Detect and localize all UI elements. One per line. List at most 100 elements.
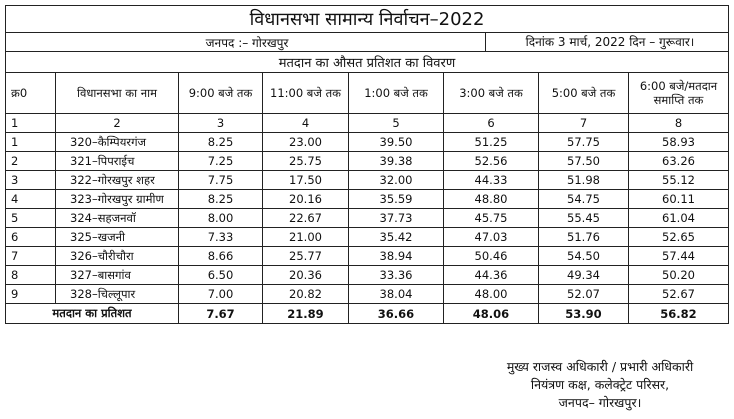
data-row: 8 327–बासगांव 6.50 20.36 33.36 44.36 49.34 50.2… bbox=[5, 265, 729, 285]
column-number: 4 bbox=[262, 113, 349, 133]
column-number: 2 bbox=[55, 113, 179, 133]
turnout: 58.93 bbox=[628, 132, 729, 152]
serial: 2 bbox=[5, 151, 56, 171]
turnout: 44.33 bbox=[443, 170, 539, 190]
turnout-table: विधानसभा सामान्य निर्वाचन–2022 जनपद :– ग… bbox=[5, 5, 729, 324]
turnout: 22.67 bbox=[262, 208, 349, 228]
district: जनपद :– गोरखपुर bbox=[205, 35, 289, 50]
column-header: 5:00 बजे तक bbox=[538, 72, 629, 114]
column-number: 1 bbox=[5, 113, 56, 133]
total-value: 53.90 bbox=[538, 303, 629, 324]
data-row: 1 320–कैम्पियरगंज 8.25 23.00 39.50 51.25 57.75… bbox=[5, 132, 729, 152]
turnout: 7.25 bbox=[178, 151, 263, 171]
turnout: 57.44 bbox=[628, 246, 729, 266]
total-value: 48.06 bbox=[443, 303, 539, 324]
turnout: 63.26 bbox=[628, 151, 729, 171]
document: विधानसभा सामान्य निर्वाचन–2022 जनपद :– ग… bbox=[5, 5, 729, 324]
turnout: 20.82 bbox=[262, 284, 349, 304]
turnout: 33.36 bbox=[348, 265, 444, 285]
turnout: 51.25 bbox=[443, 132, 539, 152]
data-row: 5 324–सहजनवॉ 8.00 22.67 37.73 45.75 55.45 61.04 bbox=[5, 208, 729, 228]
data-row: 6 325–खजनी 7.33 21.00 35.42 47.03 51.76 52.65 bbox=[5, 227, 729, 247]
constituency: 326–चौरीचौरा bbox=[55, 246, 179, 266]
total-value: 21.89 bbox=[262, 303, 349, 324]
turnout: 8.00 bbox=[178, 208, 263, 228]
turnout: 23.00 bbox=[262, 132, 349, 152]
turnout: 35.59 bbox=[348, 189, 444, 209]
column-header: 3:00 बजे तक bbox=[443, 72, 539, 114]
turnout: 32.00 bbox=[348, 170, 444, 190]
turnout: 50.20 bbox=[628, 265, 729, 285]
total-value: 36.66 bbox=[348, 303, 444, 324]
turnout: 20.36 bbox=[262, 265, 349, 285]
turnout: 54.50 bbox=[538, 246, 629, 266]
column-number: 3 bbox=[178, 113, 263, 133]
turnout: 60.11 bbox=[628, 189, 729, 209]
turnout: 6.50 bbox=[178, 265, 263, 285]
turnout: 55.45 bbox=[538, 208, 629, 228]
constituency: 325–खजनी bbox=[55, 227, 179, 247]
total-value: 56.82 bbox=[628, 303, 729, 324]
turnout: 52.65 bbox=[628, 227, 729, 247]
constituency: 324–सहजनवॉ bbox=[55, 208, 179, 228]
turnout: 61.04 bbox=[628, 208, 729, 228]
title: विधानसभा सामान्य निर्वाचन–2022 bbox=[5, 5, 729, 33]
data-row: 7 326–चौरीचौरा 8.66 25.77 38.94 50.46 54.50 57.… bbox=[5, 246, 729, 266]
turnout: 54.75 bbox=[538, 189, 629, 209]
serial: 1 bbox=[5, 132, 56, 152]
turnout: 52.56 bbox=[443, 151, 539, 171]
signature-line: मुख्य राजस्व अधिकारी / प्रभारी अधिकारी bbox=[506, 359, 694, 374]
column-number: 7 bbox=[538, 113, 629, 133]
turnout: 8.25 bbox=[178, 132, 263, 152]
constituency: 321–पिपराईच bbox=[55, 151, 179, 171]
serial: 5 bbox=[5, 208, 56, 228]
column-number: 5 bbox=[348, 113, 444, 133]
constituency: 323–गोरखपुर ग्रामीण bbox=[55, 189, 179, 209]
constituency: 322–गोरखपुर शहर bbox=[55, 170, 179, 190]
turnout: 57.50 bbox=[538, 151, 629, 171]
column-header: 6:00 बजे/मतदान समाप्ति तक bbox=[628, 72, 729, 114]
column-number: 6 bbox=[443, 113, 539, 133]
constituency: 328–चिल्लूपार bbox=[55, 284, 179, 304]
turnout: 20.16 bbox=[262, 189, 349, 209]
turnout: 8.25 bbox=[178, 189, 263, 209]
total-row: मतदान का प्रतिशत 7.67 21.89 36.66 48.06 53.90… bbox=[5, 303, 729, 324]
turnout: 8.66 bbox=[178, 246, 263, 266]
serial: 8 bbox=[5, 265, 56, 285]
turnout: 52.67 bbox=[628, 284, 729, 304]
signature-line: नियंत्रण कक्ष, कलेक्ट्रेट परिसर, bbox=[530, 377, 670, 392]
data-row: 9 328–चिल्लूपार 7.00 20.82 38.04 48.00 52.07 52… bbox=[5, 284, 729, 304]
column-number: 8 bbox=[628, 113, 729, 133]
data-row: 3 322–गोरखपुर शहर 7.75 17.50 32.00 44.33 51.98… bbox=[5, 170, 729, 190]
serial: 9 bbox=[5, 284, 56, 304]
turnout: 45.75 bbox=[443, 208, 539, 228]
column-header: 11:00 बजे तक bbox=[262, 72, 349, 114]
turnout: 39.50 bbox=[348, 132, 444, 152]
turnout: 52.07 bbox=[538, 284, 629, 304]
turnout: 25.75 bbox=[262, 151, 349, 171]
turnout: 38.94 bbox=[348, 246, 444, 266]
turnout: 7.75 bbox=[178, 170, 263, 190]
constituency: 327–बासगांव bbox=[55, 265, 179, 285]
serial: 4 bbox=[5, 189, 56, 209]
header-row: क्र0 विधानसभा का नाम 9:00 बजे तक 11:00 बजे … bbox=[5, 72, 729, 114]
data-row: 2 321–पिपराईच 7.25 25.75 39.38 52.56 57.50 63.2… bbox=[5, 151, 729, 171]
turnout: 38.04 bbox=[348, 284, 444, 304]
data-row: 4 323–गोरखपुर ग्रामीण 8.25 20.16 35.59 48.80 5… bbox=[5, 189, 729, 209]
turnout: 44.36 bbox=[443, 265, 539, 285]
signature-block: मुख्य राजस्व अधिकारी / प्रभारी अधिकारी नि… bbox=[480, 358, 720, 412]
constituency: 320–कैम्पियरगंज bbox=[55, 132, 179, 152]
turnout: 37.73 bbox=[348, 208, 444, 228]
turnout: 55.12 bbox=[628, 170, 729, 190]
turnout: 51.98 bbox=[538, 170, 629, 190]
turnout: 25.77 bbox=[262, 246, 349, 266]
turnout: 51.76 bbox=[538, 227, 629, 247]
column-header: 9:00 बजे तक bbox=[178, 72, 263, 114]
turnout: 17.50 bbox=[262, 170, 349, 190]
turnout: 7.33 bbox=[178, 227, 263, 247]
turnout: 50.46 bbox=[443, 246, 539, 266]
turnout: 49.34 bbox=[538, 265, 629, 285]
total-label: मतदान का प्रतिशत bbox=[5, 303, 179, 324]
